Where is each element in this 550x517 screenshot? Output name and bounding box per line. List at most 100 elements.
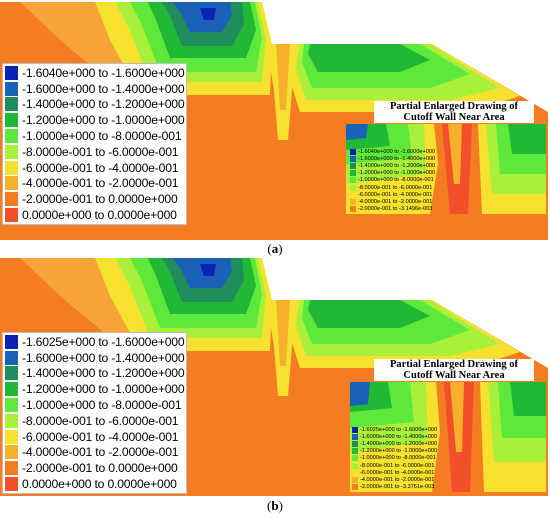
- legend-swatch: [5, 350, 18, 365]
- legend-row: -1.0000e+000 to -8.0000e-001: [5, 397, 184, 413]
- legend-row: -1.4000e+000 to -1.2000e+000: [5, 366, 185, 382]
- inset-title-line2: Cutoff Wall Near Area: [403, 370, 505, 381]
- inset-legend-label: -8.0000e-001 to -6.0000e-001: [358, 184, 433, 191]
- legend-row: -1.6025e+000 to -1.6000e+000: [5, 334, 185, 350]
- inset-legend-row: -1.6040e+000 to -1.6000e+000: [350, 148, 435, 155]
- legend-row: -8.0000e-001 to -6.0000e-001: [5, 144, 184, 160]
- legend-row: -1.6000e+000 to -1.4000e+000: [5, 350, 185, 366]
- legend-swatch: [5, 413, 18, 428]
- inset-legend-row: -1.6000e+000 to -1.4000e+000: [350, 155, 435, 162]
- legend-swatch: [5, 65, 18, 80]
- cutoff-wall-core-b: [276, 300, 290, 366]
- figure-panel-a: -1.6040e+000 to -1.6000e+000 -1.6000e+00…: [0, 0, 550, 240]
- inset-legend-label: -1.2000e+000 to -1.0000e+000: [360, 448, 438, 455]
- inset-legend-label: -4.0000e-001 to -2.0000e-001: [358, 198, 433, 205]
- legend-swatch: [5, 398, 18, 413]
- legend-label: -4.0000e-001 to -2.0000e-001: [22, 176, 179, 191]
- legend-swatch: [5, 382, 18, 397]
- legend-b: -1.6025e+000 to -1.6000e+000 -1.6000e+00…: [2, 332, 188, 494]
- inset-legend-label: -1.6000e+000 to -1.4000e+000: [358, 155, 436, 162]
- inset-legend-row: -8.0000e-001 to -6.0000e-001: [352, 462, 437, 469]
- contour-band-darkblue-a: [200, 8, 216, 20]
- legend-swatch: [5, 97, 18, 112]
- inset-legend-swatch: [352, 469, 358, 476]
- inset-legend-row: -4.0000e-001 to -2.0000e-001: [350, 198, 435, 205]
- inset-legend-label: -1.4000e+000 to -1.2000e+000: [358, 162, 436, 169]
- inset-legend-swatch: [352, 484, 358, 491]
- legend-label: -1.4000e+000 to -1.2000e+000: [22, 97, 185, 112]
- inset-legend-label: -1.2000e+000 to -1.0000e+000: [358, 170, 436, 177]
- legend-label: -8.0000e-001 to -6.0000e-001: [22, 413, 179, 428]
- legend-swatch: [5, 81, 18, 96]
- inset-title-line2: Cutoff Wall Near Area: [403, 112, 505, 123]
- inset-legend-swatch: [352, 426, 358, 433]
- legend-label: -4.0000e-001 to -2.0000e-001: [22, 445, 179, 460]
- legend-a: -1.6040e+000 to -1.6000e+000 -1.6000e+00…: [2, 63, 188, 225]
- inset-legend-label: -6.0000e-001 to -4.0000e-001: [358, 191, 433, 198]
- inset-legend-row: -6.0000e-001 to -4.0000e-001: [352, 469, 437, 476]
- inset-legend-row: -2.0000e-001 to -3.1496e-003: [350, 206, 435, 213]
- inset-legend-row: -1.2000e+000 to -1.0000e+000: [350, 170, 435, 177]
- caption-letter: a: [271, 241, 279, 256]
- inset-legend-row: -8.0000e-001 to -6.0000e-001: [350, 184, 435, 191]
- contour-band-mediumgreen-a2: [308, 44, 430, 72]
- inset-legend-swatch: [350, 177, 356, 184]
- inset-legend-swatch: [352, 455, 358, 462]
- inset-legend-swatch: [352, 440, 358, 447]
- legend-swatch: [5, 208, 18, 223]
- legend-label: -1.0000e+000 to -8.0000e-001: [22, 398, 182, 413]
- inset-legend-a: -1.6040e+000 to -1.6000e+000 -1.6000e+00…: [350, 148, 435, 213]
- contour-band-blue-b: [172, 258, 232, 288]
- legend-row: 0.0000e+000 to 0.0000e+000: [5, 207, 184, 223]
- legend-label: -1.6025e+000 to -1.6000e+000: [22, 334, 185, 349]
- legend-label: 0.0000e+000 to 0.0000e+000: [22, 477, 177, 492]
- inset-b: -1.6025e+000 to -1.6000e+000 -1.6000e+00…: [350, 382, 546, 492]
- inset-legend-label: -6.0000e-001 to -4.0000e-001: [360, 469, 435, 476]
- inset-title-line1: Partial Enlarged Drawing of: [389, 101, 519, 112]
- legend-row: -1.6040e+000 to -1.6000e+000: [5, 65, 185, 81]
- inset-legend-swatch: [352, 462, 358, 469]
- caption-b: (b): [267, 498, 283, 513]
- legend-swatch: [5, 192, 18, 207]
- legend-row: -6.0000e-001 to -4.0000e-001: [5, 160, 184, 176]
- legend-swatch: [5, 477, 18, 492]
- legend-label: -6.0000e-001 to -4.0000e-001: [22, 160, 179, 175]
- inset-legend-swatch: [352, 476, 358, 483]
- legend-label: -1.2000e+000 to -1.0000e+000: [22, 382, 185, 397]
- legend-swatch: [5, 144, 18, 159]
- figure-panel-b: -1.6025e+000 to -1.6000e+000 -1.6000e+00…: [0, 256, 550, 496]
- legend-swatch: [5, 160, 18, 175]
- legend-label: -1.6040e+000 to -1.6000e+000: [22, 65, 185, 80]
- legend-label: -1.6000e+000 to -1.4000e+000: [22, 350, 185, 365]
- inset-legend-row: -1.6000e+000 to -1.4000e+000: [352, 433, 437, 440]
- inset-legend-swatch: [350, 184, 356, 191]
- inset-legend-label: -1.6000e+000 to -1.4000e+000: [360, 433, 438, 440]
- inset-legend-label: -2.0000e-001 to -3.1496e-003: [358, 206, 433, 213]
- inset-legend-row: -1.4000e+000 to -1.2000e+000: [350, 162, 435, 169]
- legend-row: -1.0000e+000 to -8.0000e-001: [5, 128, 184, 144]
- inset-legend-swatch: [350, 206, 356, 213]
- inset-legend-row: -1.0000e+000 to -8.0000e-001: [352, 455, 437, 462]
- inset-legend-label: -4.0000e-001 to -2.0000e-001: [360, 476, 435, 483]
- inset-legend-label: -1.0000e+000 to -8.0000e-001: [360, 455, 436, 462]
- legend-row: -4.0000e-001 to -2.0000e-001: [5, 176, 184, 192]
- legend-label: -1.2000e+000 to -1.0000e+000: [22, 113, 185, 128]
- inset-legend-row: -1.6025e+000 to -1.6000e+000: [352, 426, 437, 433]
- legend-row: -1.2000e+000 to -1.0000e+000: [5, 381, 185, 397]
- inset-legend-row: -2.0000e-001 to -3.3761e-003: [352, 484, 437, 491]
- inset-title-line1: Partial Enlarged Drawing of: [389, 359, 519, 370]
- legend-label: -1.4000e+000 to -1.2000e+000: [22, 366, 185, 381]
- inset-title-a: Partial Enlarged Drawing of Cutoff Wall …: [374, 101, 534, 123]
- legend-swatch: [5, 461, 18, 476]
- contour-band-mediumgreen-b2: [308, 300, 430, 328]
- caption-letter: b: [271, 498, 279, 513]
- inset-legend-row: -1.4000e+000 to -1.2000e+000: [352, 440, 437, 447]
- legend-swatch: [5, 429, 18, 444]
- contour-band-darkblue-b: [200, 264, 216, 276]
- legend-row: -4.0000e-001 to -2.0000e-001: [5, 445, 184, 461]
- legend-label: -6.0000e-001 to -4.0000e-001: [22, 429, 179, 444]
- legend-row: -1.2000e+000 to -1.0000e+000: [5, 112, 185, 128]
- caption-a: (a): [267, 241, 283, 256]
- inset-legend-swatch: [350, 198, 356, 205]
- legend-swatch: [5, 366, 18, 381]
